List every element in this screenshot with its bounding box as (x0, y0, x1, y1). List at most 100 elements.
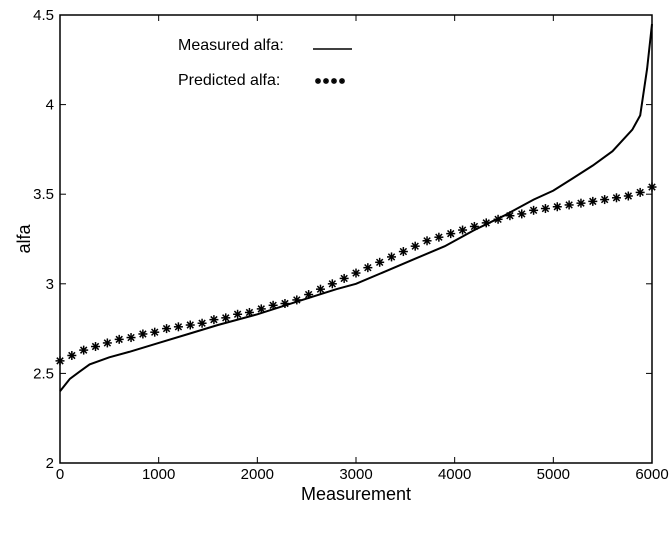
predicted-point (505, 211, 515, 221)
predicted-point (458, 225, 468, 235)
predicted-point (623, 191, 633, 201)
asterisk-stroke (352, 269, 360, 277)
predicted-point (635, 187, 645, 197)
predicted-point (304, 290, 314, 300)
predicted-point (91, 342, 101, 352)
legend: Measured alfa: Predicted alfa: (178, 37, 352, 89)
y-axis-label: alfa (14, 224, 34, 254)
predicted-point (517, 209, 527, 219)
legend-markers-predicted (315, 78, 345, 84)
predicted-point (600, 195, 610, 205)
predicted-point (268, 300, 278, 310)
asterisk-stroke (174, 323, 183, 331)
predicted-alfa-markers (55, 182, 657, 366)
asterisk-stroke (470, 222, 479, 231)
asterisk-stroke (257, 305, 265, 313)
asterisk-stroke (577, 199, 585, 207)
asterisk-stroke (198, 319, 206, 327)
predicted-point (256, 304, 266, 314)
predicted-point (493, 214, 503, 224)
asterisk-stroke (304, 290, 313, 299)
predicted-point (387, 252, 397, 262)
predicted-point (79, 345, 89, 355)
asterisk-stroke (162, 324, 171, 333)
asterisk-stroke (139, 330, 147, 338)
y-tick-label: 3 (46, 276, 54, 293)
predicted-point (327, 279, 337, 289)
asterisk-stroke (423, 237, 431, 245)
x-axis-label: Measurement (301, 484, 411, 504)
asterisk-stroke (435, 233, 443, 241)
y-tick-label: 3.5 (33, 186, 54, 203)
asterisk-stroke (541, 204, 550, 213)
x-tick-label: 6000 (635, 466, 668, 483)
predicted-point (481, 218, 491, 228)
asterisk-stroke (648, 183, 656, 191)
asterisk-stroke (399, 247, 408, 256)
predicted-point (126, 333, 136, 343)
predicted-point (150, 327, 160, 337)
predicted-point (611, 193, 621, 203)
asterisk-stroke (328, 280, 337, 288)
legend-asterisk (331, 78, 337, 84)
y-tick-label: 2 (46, 455, 54, 472)
asterisk-stroke (186, 321, 194, 329)
asterisk-stroke (482, 219, 490, 227)
asterisk-stroke (68, 351, 76, 360)
asterisk-stroke (269, 301, 277, 310)
asterisk-stroke (56, 357, 64, 365)
asterisk-stroke (565, 201, 573, 209)
asterisk-stroke (331, 78, 337, 84)
asterisk-stroke (494, 215, 502, 224)
x-tick-label: 3000 (339, 466, 372, 483)
predicted-point (55, 356, 65, 366)
asterisk-stroke (636, 188, 644, 197)
asterisk-stroke (375, 258, 384, 267)
asterisk-stroke (364, 263, 372, 272)
predicted-point (434, 232, 444, 242)
predicted-point (351, 268, 361, 278)
predicted-point (469, 221, 479, 231)
predicted-point (114, 334, 124, 344)
legend-label-predicted: Predicted alfa: (178, 72, 280, 89)
predicted-point (162, 324, 172, 334)
predicted-point (339, 273, 349, 283)
asterisk-stroke (553, 203, 561, 211)
predicted-point (363, 263, 373, 273)
predicted-point (221, 313, 231, 323)
predicted-point (292, 295, 302, 305)
predicted-point (173, 322, 183, 332)
asterisk-stroke (339, 78, 345, 84)
predicted-point (138, 329, 148, 339)
predicted-point (102, 338, 112, 348)
asterisk-stroke (210, 315, 218, 324)
predicted-point (67, 350, 77, 360)
predicted-point (315, 284, 325, 294)
predicted-point (588, 196, 598, 206)
series-layer (55, 23, 657, 392)
predicted-point (398, 247, 408, 257)
predicted-point (540, 204, 550, 214)
legend-asterisk (339, 78, 345, 84)
x-tick-label: 4000 (438, 466, 471, 483)
x-tick-label: 2000 (241, 466, 274, 483)
asterisk-stroke (624, 192, 633, 200)
asterisk-stroke (612, 194, 621, 202)
asterisk-stroke (387, 253, 396, 261)
predicted-point (244, 307, 254, 317)
predicted-point (564, 200, 574, 210)
predicted-point (552, 202, 562, 212)
predicted-point (185, 320, 195, 330)
x-tick-label: 0 (56, 466, 64, 483)
asterisk-stroke (506, 211, 514, 220)
asterisk-stroke (458, 226, 467, 234)
asterisk-stroke (103, 339, 112, 347)
x-tick-label: 1000 (142, 466, 175, 483)
asterisk-stroke (281, 299, 289, 308)
predicted-point (529, 205, 539, 215)
y-tick-label: 4 (46, 97, 54, 114)
legend-asterisk (315, 78, 321, 84)
predicted-point (375, 257, 385, 267)
asterisk-stroke (316, 285, 325, 293)
